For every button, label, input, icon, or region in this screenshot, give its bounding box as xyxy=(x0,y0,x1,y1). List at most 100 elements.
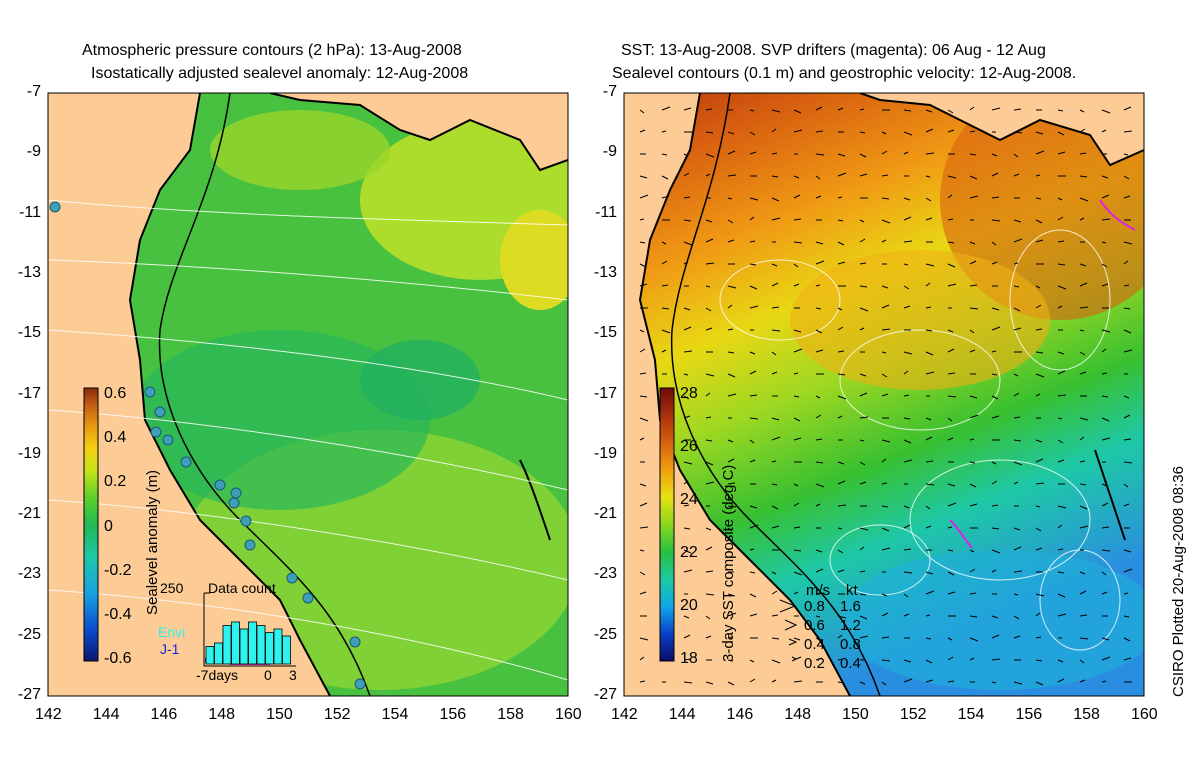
left-title-line2: Isostatically adjusted sealevel anomaly:… xyxy=(91,65,469,82)
velocity-arrow xyxy=(881,458,887,463)
velocity-arrow xyxy=(991,415,1000,419)
left-y-tick-label: -15 xyxy=(17,324,41,342)
sst-patch xyxy=(840,550,1144,690)
right-y-tick-label: -17 xyxy=(593,384,617,402)
velocity-arrow xyxy=(727,150,736,155)
velocity-arrow xyxy=(991,307,1000,311)
velocity-legend-kt-value: 0.4 xyxy=(840,655,861,672)
velocity-arrow xyxy=(1057,240,1065,243)
velocity-arrow xyxy=(1057,197,1063,201)
velocity-arrow xyxy=(771,460,777,463)
inset-count-bar xyxy=(248,621,257,665)
left-colorbar-tick: -0.4 xyxy=(104,605,132,623)
left-land-australia xyxy=(48,93,330,696)
velocity-arrow xyxy=(705,392,711,397)
velocity-arrow xyxy=(859,392,868,397)
velocity-arrow xyxy=(815,260,825,265)
right-x-tick-label: 144 xyxy=(668,706,696,723)
velocity-arrow xyxy=(815,549,823,553)
velocity-arrow xyxy=(859,439,865,442)
left-tide-gauges xyxy=(49,201,366,690)
velocity-arrow xyxy=(705,285,711,288)
velocity-arrow xyxy=(727,351,735,354)
geostrophic-velocity-arrows xyxy=(639,106,1133,686)
velocity-arrow xyxy=(749,197,759,201)
velocity-arrow xyxy=(815,395,821,399)
velocity-arrow xyxy=(991,634,1000,639)
velocity-arrow xyxy=(705,416,712,419)
arrow-0.4 xyxy=(788,638,798,646)
velocity-arrow xyxy=(815,615,821,618)
velocity-arrow xyxy=(969,175,978,180)
velocity-arrow xyxy=(793,283,800,287)
velocity-arrow xyxy=(705,681,714,685)
inset-legend-envi: Envi xyxy=(158,624,186,640)
velocity-arrow xyxy=(705,219,713,223)
velocity-arrow xyxy=(947,329,954,333)
velocity-arrow xyxy=(683,350,693,353)
velocity-arrow xyxy=(881,219,891,224)
right-x-tick-label: 148 xyxy=(784,706,812,723)
velocity-arrow xyxy=(727,197,733,200)
velocity-arrow xyxy=(639,680,646,683)
velocity-arrow xyxy=(727,393,737,397)
velocity-arrow xyxy=(947,680,955,683)
velocity-arrow xyxy=(1057,571,1065,574)
velocity-legend-ms-header: m/s xyxy=(806,582,831,599)
velocity-arrow xyxy=(705,307,712,312)
velocity-arrow xyxy=(749,240,756,243)
velocity-arrow xyxy=(727,439,734,443)
velocity-arrow xyxy=(859,307,869,312)
velocity-arrow xyxy=(1013,635,1021,639)
velocity-arrow xyxy=(793,348,803,353)
right-map-frame xyxy=(623,92,1145,697)
left-map xyxy=(48,93,568,696)
velocity-arrow xyxy=(969,637,979,642)
velocity-arrow xyxy=(639,194,649,199)
velocity-arrow xyxy=(837,219,844,222)
velocity-arrow xyxy=(837,350,845,353)
right-colorbar-tick: 26 xyxy=(680,438,698,455)
velocity-arrow xyxy=(859,153,867,158)
velocity-arrow xyxy=(1123,329,1132,334)
velocity-arrow xyxy=(683,107,692,111)
velocity-arrow xyxy=(639,571,646,576)
velocity-arrow xyxy=(1079,679,1086,683)
velocity-arrow xyxy=(683,196,691,199)
velocity-arrow xyxy=(1101,591,1108,595)
left-colorbar xyxy=(83,387,99,662)
velocity-arrow xyxy=(1013,593,1019,596)
velocity-arrow xyxy=(1013,439,1022,442)
velocity-arrow xyxy=(1123,568,1133,573)
right-x-tick-label: 156 xyxy=(1015,706,1043,723)
right-x-tick-label: 142 xyxy=(611,706,638,723)
velocity-arrow xyxy=(881,393,889,397)
velocity-arrow xyxy=(683,415,691,419)
velocity-arrow xyxy=(1035,373,1045,378)
velocity-arrow xyxy=(991,153,998,157)
left-x-tick-label: 146 xyxy=(150,706,178,723)
velocity-arrow xyxy=(1035,505,1041,508)
velocity-arrow xyxy=(1035,458,1044,463)
velocity-arrow xyxy=(837,504,847,507)
velocity-arrow xyxy=(969,106,975,111)
velocity-arrow xyxy=(947,483,956,487)
velocity-arrow xyxy=(705,327,713,331)
inset-legend-j1: J-1 xyxy=(160,641,180,657)
velocity-arrow xyxy=(1057,131,1065,136)
velocity-arrow xyxy=(1057,417,1063,420)
velocity-arrow xyxy=(1079,659,1085,664)
velocity-arrow xyxy=(815,284,821,287)
velocity-arrow xyxy=(749,593,757,598)
velocity-arrow xyxy=(947,417,953,422)
velocity-arrow xyxy=(903,197,911,201)
velocity-arrow xyxy=(1123,503,1130,507)
velocity-arrow xyxy=(991,658,1001,661)
sst-patch xyxy=(790,250,1050,390)
velocity-arrow xyxy=(683,569,693,573)
velocity-arrow xyxy=(947,549,954,552)
velocity-arrow xyxy=(683,658,692,661)
velocity-arrow xyxy=(991,219,1001,222)
velocity-arrow xyxy=(881,131,887,135)
